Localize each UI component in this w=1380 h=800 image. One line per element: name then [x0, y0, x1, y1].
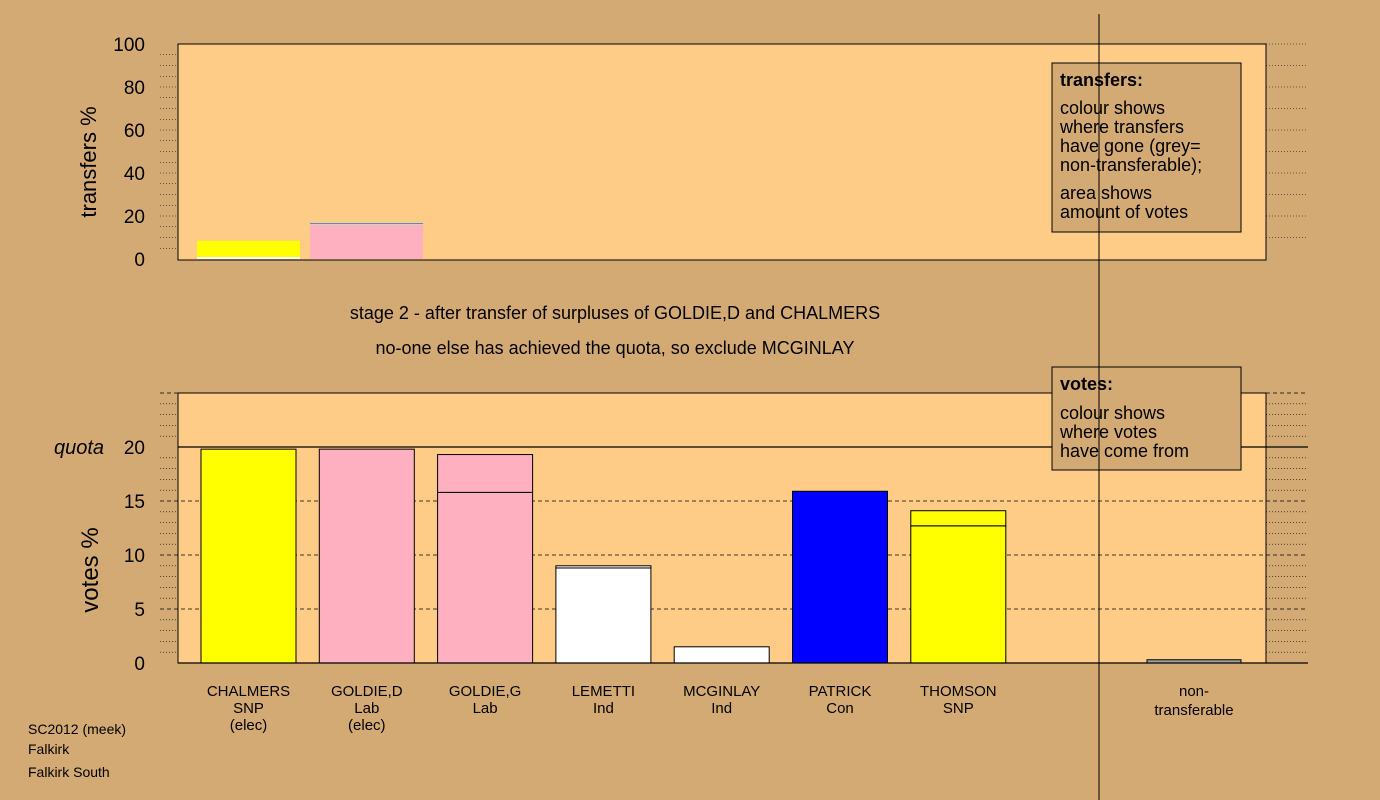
- quota-label: quota: [54, 437, 104, 459]
- votes-category-label: PATRICK: [809, 683, 872, 700]
- votes-category-label: Ind: [711, 700, 732, 717]
- votes-y-tick-label: 20: [124, 438, 145, 459]
- transfers-bar-segment: [310, 225, 423, 259]
- transfers-gridlines: [160, 43, 1308, 249]
- votes-category-label: Ind: [593, 700, 614, 717]
- nontransferable-label: non-: [1179, 683, 1209, 700]
- votes-bar-segment: [318, 448, 415, 664]
- votes-bar-segment: [555, 567, 652, 664]
- votes-category-label: GOLDIE,G: [449, 683, 522, 700]
- votes-category-label: LEMETTI: [572, 683, 635, 700]
- transfers-y-tick-label: 100: [113, 35, 145, 56]
- stage-description: stage 2 - after transfer of surpluses of…: [350, 303, 880, 323]
- votes-category-labels: CHALMERSSNP(elec)GOLDIE,DLab(elec)GOLDIE…: [207, 683, 1234, 734]
- votes-category-label: (elec): [230, 717, 268, 734]
- votes-category-label: Lab: [354, 700, 379, 717]
- votes-y-ticks: 0 5 10 15 20: [124, 438, 145, 675]
- votes-bar-segment: [555, 565, 652, 569]
- votes-bar-segment: [673, 646, 770, 664]
- votes-legend-line: have come from: [1060, 441, 1189, 461]
- votes-legend-line: colour shows: [1060, 403, 1165, 423]
- transfers-y-axis-label: transfers %: [76, 106, 101, 217]
- votes-y-axis-label: votes %: [77, 527, 104, 612]
- transfers-y-tick-label: 80: [124, 78, 145, 99]
- transfers-bar-segment: [197, 256, 300, 259]
- footer-ward: Falkirk South: [28, 764, 110, 780]
- transfers-y-tick-label: 40: [124, 164, 145, 185]
- votes-category-label: THOMSON: [920, 683, 997, 700]
- transfers-bars: [197, 223, 423, 259]
- transfers-legend-box: [1051, 62, 1242, 233]
- transfers-legend-line: area shows: [1060, 183, 1152, 203]
- transfers-y-ticks: 0 20 40 60 80 100: [113, 35, 145, 271]
- votes-y-tick-label: 15: [124, 492, 145, 513]
- transfers-bar-segment: [197, 240, 300, 257]
- votes-category-label: MCGINLAY: [683, 683, 760, 700]
- transfers-bar-segment: [310, 223, 423, 224]
- votes-legend-line: where votes: [1059, 422, 1157, 442]
- votes-category-label: Con: [826, 700, 854, 717]
- votes-legend-box: [1051, 366, 1242, 471]
- votes-category-label: (elec): [348, 717, 386, 734]
- votes-bar-segment: [437, 491, 534, 664]
- transfers-legend-line: amount of votes: [1060, 202, 1188, 222]
- votes-bar-segment: [200, 448, 297, 664]
- transfers-legend-line: have gone (grey=: [1060, 136, 1201, 156]
- votes-legend: votes: colour shows where votes have com…: [1051, 366, 1242, 471]
- transfers-legend-title: transfers:: [1060, 70, 1143, 90]
- votes-category-label: Lab: [473, 700, 498, 717]
- footer-council: Falkirk: [28, 741, 70, 757]
- votes-category-label: GOLDIE,D: [331, 683, 403, 700]
- nontransferable-label: transferable: [1154, 702, 1233, 719]
- transfers-y-tick-label: 60: [124, 121, 145, 142]
- votes-category-label: SNP: [233, 700, 264, 717]
- votes-bar-segment: [437, 454, 534, 493]
- transfers-y-tick-label: 0: [134, 250, 145, 271]
- votes-y-tick-label: 0: [134, 654, 145, 675]
- transfers-legend-line: non-transferable);: [1060, 155, 1202, 175]
- votes-y-tick-label: 5: [134, 600, 145, 621]
- votes-bar-segment: [910, 525, 1007, 664]
- transfers-legend-line: where transfers: [1059, 117, 1184, 137]
- footer-election: SC2012 (meek): [28, 721, 126, 737]
- transfers-bar-segment: [310, 223, 423, 226]
- votes-bar-segment: [792, 490, 888, 664]
- transfers-panel: 0 20 40 60 80 100 transfers % transfers: colo…: [76, 35, 1308, 271]
- votes-category-label: SNP: [943, 700, 974, 717]
- transfers-legend: transfers: colour shows where transfers …: [1051, 62, 1242, 233]
- votes-category-label: CHALMERS: [207, 683, 290, 700]
- transfers-legend-line: colour shows: [1060, 98, 1165, 118]
- votes-legend-title: votes:: [1060, 374, 1113, 394]
- votes-bars: [200, 448, 1242, 664]
- stage-decision: no-one else has achieved the quota, so e…: [376, 338, 855, 358]
- transfers-y-tick-label: 20: [124, 207, 145, 228]
- votes-y-tick-label: 10: [124, 546, 145, 567]
- votes-bar-segment: [910, 510, 1007, 527]
